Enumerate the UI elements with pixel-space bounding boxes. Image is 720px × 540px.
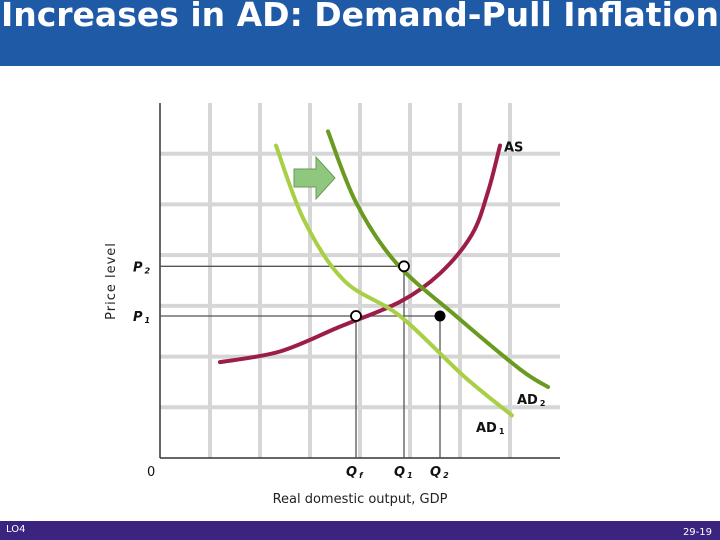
as-curve	[218, 143, 502, 365]
curve-label-as: AS	[504, 141, 523, 156]
equilibrium-points	[350, 260, 446, 322]
ad1-curve	[274, 143, 514, 418]
learning-objective-label: LO4	[6, 524, 26, 535]
y-axis-label: Price level	[104, 242, 119, 320]
x-axis-label: Real domestic output, GDP	[273, 492, 448, 507]
curves	[218, 129, 550, 418]
ad2-curve	[326, 129, 550, 389]
chart-labels: P 1 P 2 Q f Q 1 Q 2 AS AD 2 AD 1 0 Real domestic output,…	[104, 141, 545, 507]
curve-label-ad1: AD 1	[476, 421, 505, 436]
equilibrium-point-open	[398, 260, 410, 273]
shift-right-arrow	[293, 155, 336, 201]
origin-label: 0	[147, 465, 155, 480]
curve-label-ad2: AD 2	[517, 393, 545, 408]
title-bar: Increases in AD: Demand-Pull Inflation	[0, 0, 720, 66]
shift-arrow	[293, 155, 336, 201]
slide-title: Increases in AD: Demand-Pull Inflation	[0, 0, 720, 34]
equilibrium-point-open	[350, 310, 362, 322]
slide-number: 29-19	[682, 527, 712, 538]
equilibrium-point-filled	[434, 310, 446, 322]
demand-pull-chart: P 1 P 2 Q f Q 1 Q 2 AS AD 2 AD 1 0 Real domestic output,…	[104, 103, 560, 507]
footer-bar: LO4 29-19	[0, 521, 720, 540]
